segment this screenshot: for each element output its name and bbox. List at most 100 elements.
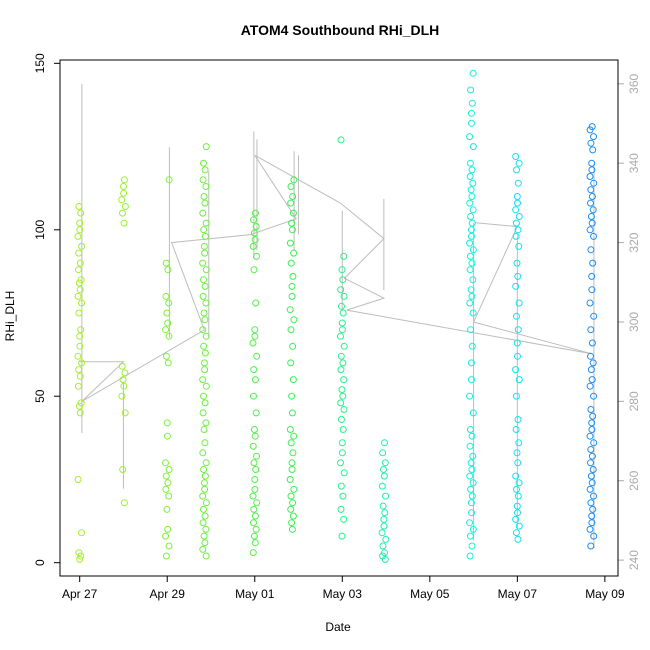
data-point (250, 505, 258, 513)
data-point (201, 439, 209, 447)
data-point (201, 316, 209, 324)
data-point (118, 196, 126, 204)
data-point (162, 485, 170, 493)
data-point (587, 459, 594, 467)
data-point (513, 193, 521, 200)
data-point (163, 309, 171, 317)
data-point (75, 549, 83, 557)
data-point (162, 292, 170, 300)
y2-tick-label: 260 (627, 470, 641, 490)
data-point (515, 439, 523, 447)
data-point (588, 219, 596, 227)
data-point (338, 266, 346, 274)
data-point (251, 332, 259, 340)
data-point (251, 209, 259, 217)
data-point (587, 199, 594, 207)
data-point (468, 166, 476, 174)
data-point (199, 209, 207, 217)
data-point (165, 332, 173, 340)
data-point (469, 452, 477, 460)
data-point (340, 252, 348, 260)
data-point (289, 449, 297, 457)
y2-tick-label: 360 (627, 73, 641, 93)
data-point (590, 179, 598, 187)
data-point (513, 502, 521, 510)
data-point (163, 432, 171, 440)
data-point (288, 466, 296, 473)
data-point (290, 432, 298, 440)
data-point (164, 266, 172, 274)
data-point (202, 332, 210, 340)
data-point (289, 193, 297, 200)
data-point (253, 352, 261, 360)
data-point (338, 439, 346, 447)
data-point (164, 319, 172, 327)
data-point (75, 309, 83, 317)
data-point (201, 199, 209, 207)
data-point (586, 299, 594, 307)
data-point (120, 189, 128, 197)
data-point (201, 349, 209, 357)
data-point (76, 409, 84, 417)
data-point (338, 319, 346, 327)
data-point (162, 459, 169, 467)
data-point (252, 525, 260, 533)
data-point (339, 492, 347, 500)
data-point (78, 299, 85, 307)
data-point (200, 426, 208, 433)
data-point (382, 535, 390, 543)
data-point (121, 369, 129, 377)
data-point (76, 555, 84, 563)
data-point (587, 139, 595, 147)
data-point (338, 416, 345, 423)
data-point (77, 552, 85, 560)
data-point (202, 552, 210, 560)
data-point (586, 485, 594, 493)
data-point (251, 485, 259, 493)
data-point (513, 259, 521, 267)
data-point (287, 326, 295, 334)
data-point (199, 545, 207, 553)
data-point (467, 499, 475, 507)
data-point (466, 472, 474, 480)
data-point (466, 133, 474, 141)
data-point (339, 276, 347, 284)
data-point (201, 512, 209, 520)
data-point (289, 342, 297, 350)
y-tick-label: 0 (33, 559, 47, 566)
data-point (78, 529, 85, 537)
data-point (514, 492, 522, 500)
data-point (381, 509, 389, 517)
data-point (339, 426, 347, 433)
data-point (587, 366, 595, 374)
data-point (514, 352, 521, 360)
data-point (466, 442, 474, 450)
data-point (466, 199, 474, 207)
data-point (290, 176, 298, 184)
data-point (77, 399, 85, 407)
data-point (587, 446, 595, 453)
data-point (201, 539, 209, 547)
data-point (250, 519, 257, 527)
data-point (587, 213, 595, 220)
data-point (588, 419, 596, 427)
data-point (118, 392, 126, 400)
data-point (289, 499, 297, 507)
data-point (587, 472, 595, 480)
data-point (288, 282, 296, 290)
data-point (287, 505, 295, 513)
data-point (250, 459, 258, 467)
y2-tick-label: 280 (627, 391, 641, 411)
data-point (162, 472, 170, 480)
data-point (513, 449, 521, 457)
data-point (467, 109, 475, 117)
data-point (76, 372, 84, 380)
data-point (586, 525, 594, 533)
data-point (467, 459, 475, 467)
data-point (587, 186, 595, 194)
axes: Apr 27 Apr 29 May 01 May 03 May 05 May 07 May … (33, 53, 641, 601)
data-point (202, 459, 210, 467)
data-point (380, 472, 388, 480)
data-point (587, 326, 595, 334)
